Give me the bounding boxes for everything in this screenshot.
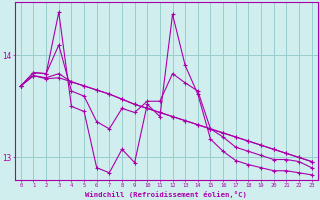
X-axis label: Windchill (Refroidissement éolien,°C): Windchill (Refroidissement éolien,°C) <box>85 191 247 198</box>
